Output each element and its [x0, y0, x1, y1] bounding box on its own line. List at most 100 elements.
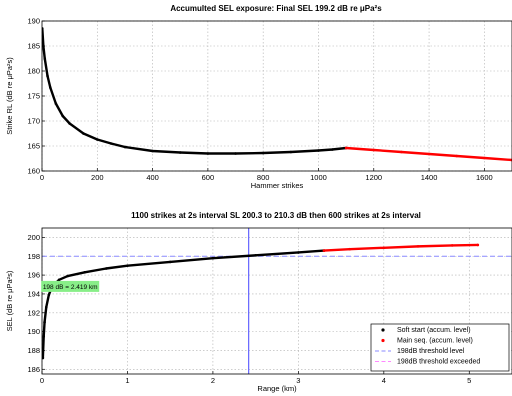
x-tick-label: 2 [211, 376, 215, 385]
data-point [455, 154, 459, 158]
y-tick-label: 194 [27, 290, 40, 299]
x-tick-label: 1200 [365, 173, 382, 182]
data-point [42, 356, 45, 360]
series-line-0 [42, 249, 326, 360]
y-tick-label: 196 [27, 271, 40, 280]
data-point [382, 246, 386, 250]
data-point [168, 260, 172, 264]
x-tick-label: 800 [257, 173, 270, 182]
chart-top-title: Accumulted SEL exposure: Final SEL 199.2… [170, 4, 382, 13]
data-point [254, 254, 257, 257]
data-point [178, 151, 182, 154]
data-point [261, 151, 265, 155]
data-point [476, 243, 480, 247]
data-point [234, 152, 237, 155]
data-point [344, 146, 348, 150]
y-tick-label: 190 [27, 327, 40, 336]
data-point [211, 256, 215, 260]
x-tick-label: 3 [296, 376, 300, 385]
data-point [42, 44, 45, 48]
plot-area [42, 228, 512, 374]
data-point [206, 152, 210, 155]
data-point [46, 74, 49, 78]
x-tick-label: 4 [382, 376, 386, 385]
data-point [450, 244, 454, 247]
data-point [54, 102, 58, 105]
y-tick-label: 190 [27, 17, 40, 26]
y-tick-label: 180 [27, 67, 40, 76]
x-tick-label: 600 [202, 173, 215, 182]
y-tick-label: 192 [27, 308, 40, 317]
legend: Soft start (accum. level) Main seq. (accu… [370, 323, 510, 372]
y-tick-label: 185 [27, 42, 40, 51]
data-point [95, 138, 99, 141]
data-point [317, 149, 320, 152]
legend-label: 198dB threshold exceeded [397, 359, 480, 366]
legend-box [370, 323, 510, 372]
data-point [289, 150, 293, 154]
data-point [66, 274, 69, 278]
y-tick-label: 160 [27, 167, 40, 176]
chart-top: Accumulted SEL exposure: Final SEL 199.2… [5, 4, 512, 190]
x-tick-label: 0 [40, 376, 44, 385]
x-tick-label: 200 [91, 173, 104, 182]
y-axis-label: SEL (dB re μPa²s) [5, 270, 14, 331]
data-point [47, 293, 51, 297]
y-tick-label: 175 [27, 92, 40, 101]
series-line-1 [322, 243, 480, 252]
x-tick-label: 1000 [310, 173, 327, 182]
legend-label: 198dB threshold level [397, 348, 465, 355]
legend-label: Soft start (accum. level) [397, 327, 471, 334]
x-tick-label: 400 [146, 173, 159, 182]
y-tick-label: 186 [27, 365, 40, 374]
legend-swatch [381, 328, 385, 332]
data-point [297, 251, 300, 254]
data-point [104, 267, 108, 270]
data-point [109, 142, 113, 145]
data-point [48, 86, 52, 89]
data-point [427, 152, 431, 156]
data-point [416, 245, 420, 248]
data-point [322, 249, 326, 252]
data-point [82, 132, 85, 135]
plot-frame [41, 227, 512, 375]
y-axis-label: Strike RL (dB re μPa²s) [5, 57, 14, 135]
x-tick-label: 1600 [476, 173, 493, 182]
x-tick-label: 0 [40, 173, 44, 182]
legend-swatch [381, 338, 385, 343]
y-tick-label: 200 [27, 233, 40, 242]
x-tick-label: 1 [125, 376, 129, 385]
legend-label: Main seq. (accum. level) [397, 338, 473, 345]
data-point [372, 148, 376, 152]
data-point [123, 145, 127, 149]
data-point [400, 150, 403, 154]
y-tick-label: 198 [27, 252, 40, 261]
chart-bottom: 1100 strikes at 2s interval SL 200.3 to … [5, 211, 512, 393]
x-axis-label: Hammer strikes [251, 181, 304, 190]
data-point [126, 264, 129, 267]
x-tick-label: 1400 [421, 173, 438, 182]
data-point [483, 156, 486, 160]
data-point [348, 247, 351, 251]
plot-area [42, 27, 512, 162]
annotation-text: 198 dB = 2.419 km [43, 284, 98, 291]
data-point [61, 114, 65, 118]
data-point [42, 335, 46, 338]
annotation-box [41, 280, 100, 292]
data-point [57, 278, 61, 282]
data-point [44, 305, 48, 309]
data-point [43, 320, 46, 324]
data-point [43, 57, 47, 60]
y-tick-label: 188 [27, 346, 40, 355]
data-point [330, 148, 334, 151]
y-tick-label: 170 [27, 117, 40, 126]
x-tick-label: 5 [467, 376, 471, 385]
y-tick-label: 165 [27, 142, 40, 151]
series-line-0 [42, 27, 348, 155]
data-point [83, 270, 87, 274]
chart-bottom-title: 1100 strikes at 2s interval SL 200.3 to … [131, 211, 421, 220]
data-point [68, 122, 71, 125]
data-point [151, 149, 154, 153]
plot-frame [41, 20, 512, 172]
